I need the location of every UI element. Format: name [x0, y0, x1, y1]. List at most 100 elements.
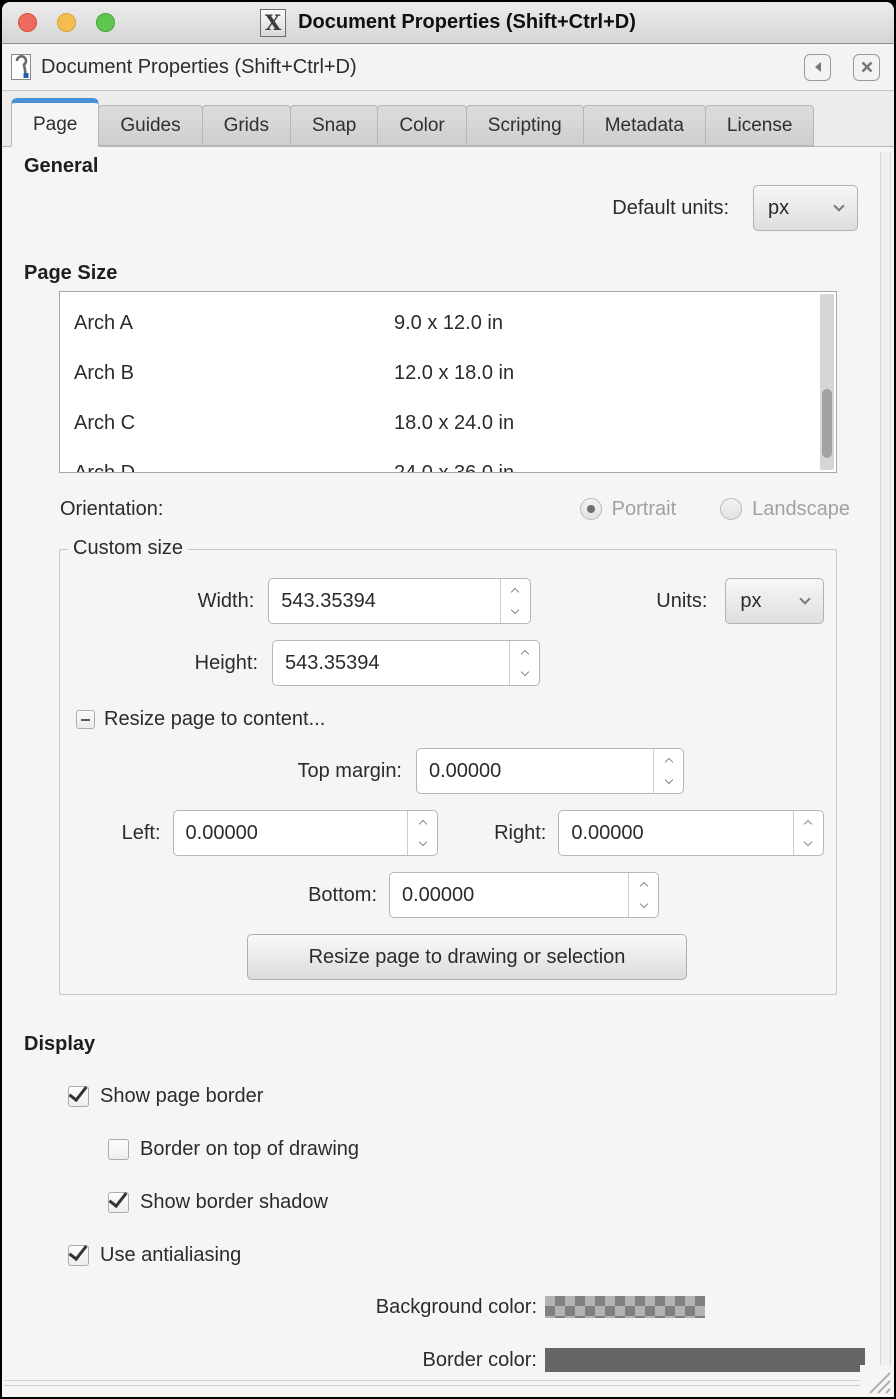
border-on-top-checkbox[interactable] — [108, 1138, 129, 1160]
portrait-label: Portrait — [611, 497, 677, 520]
tab-color[interactable]: Color — [377, 105, 467, 146]
dock-close-button[interactable] — [853, 53, 880, 81]
landscape-radio[interactable] — [720, 498, 743, 520]
right-margin-label: Right: — [494, 821, 547, 844]
width-spinner[interactable]: 543.35394 — [268, 578, 531, 624]
tab-metadata[interactable]: Metadata — [582, 105, 706, 146]
close-icon — [861, 61, 872, 73]
tab-bar: Page Guides Grids Snap Color Scripting M… — [2, 91, 894, 147]
tab-label: License — [726, 114, 793, 136]
use-antialiasing-option[interactable]: Use antialiasing — [68, 1242, 894, 1268]
landscape-option[interactable]: Landscape — [720, 498, 850, 521]
portrait-option[interactable]: Portrait — [579, 497, 677, 521]
spin-up-icon[interactable] — [654, 749, 683, 771]
units-label: Units: — [656, 589, 708, 612]
close-traffic-light-icon[interactable] — [18, 13, 37, 32]
units-dropdown[interactable]: px — [725, 578, 824, 624]
right-margin-value[interactable]: 0.00000 — [571, 821, 644, 844]
height-spinner[interactable]: 543.35394 — [272, 640, 540, 686]
spin-down-icon[interactable] — [629, 895, 658, 917]
units-value: px — [740, 589, 762, 612]
left-margin-value[interactable]: 0.00000 — [185, 821, 258, 844]
spin-up-icon[interactable] — [794, 811, 823, 833]
tab-guides[interactable]: Guides — [98, 105, 203, 146]
spin-down-icon[interactable] — [501, 601, 530, 623]
spin-buttons[interactable] — [628, 873, 658, 917]
tab-page[interactable]: Page — [11, 98, 100, 147]
list-item-arch-d[interactable]: Arch D 24.0 x 36.0 in — [60, 448, 836, 473]
landscape-label: Landscape — [752, 497, 850, 520]
background-color-label: Background color: — [375, 1295, 537, 1318]
width-value[interactable]: 543.35394 — [281, 589, 376, 612]
resize-to-content-expander[interactable]: Resize page to content... — [76, 706, 824, 732]
border-color-swatch[interactable] — [545, 1348, 865, 1372]
default-units-label: Default units: — [612, 196, 729, 219]
list-item-arch-a[interactable]: Arch A 9.0 x 12.0 in — [60, 298, 836, 348]
dock-float-button[interactable] — [804, 53, 831, 81]
spin-down-icon[interactable] — [510, 663, 539, 685]
show-border-shadow-checkbox[interactable] — [108, 1191, 129, 1213]
top-margin-value[interactable]: 0.00000 — [429, 759, 502, 782]
show-page-border-option[interactable]: Show page border — [68, 1083, 894, 1109]
tab-label: Color — [399, 114, 445, 136]
right-margin-spinner[interactable]: 0.00000 — [558, 810, 824, 856]
left-margin-label: Left: — [121, 821, 161, 844]
portrait-radio[interactable] — [579, 498, 602, 520]
list-item-arch-c[interactable]: Arch C 18.0 x 24.0 in — [60, 398, 836, 448]
checkbox-label: Use antialiasing — [100, 1243, 242, 1266]
bottom-margin-value[interactable]: 0.00000 — [402, 883, 475, 906]
zoom-traffic-light-icon[interactable] — [96, 13, 115, 32]
spin-buttons[interactable] — [792, 811, 823, 855]
dialog-scrollbar-trough[interactable] — [880, 152, 891, 1389]
traffic-lights — [18, 13, 115, 32]
spin-up-icon[interactable] — [501, 579, 530, 601]
resize-page-button[interactable]: Resize page to drawing or selection — [247, 934, 687, 980]
width-label: Width: — [197, 589, 255, 612]
checkbox-label: Border on top of drawing — [140, 1137, 360, 1160]
tab-label: Page — [33, 113, 78, 135]
show-page-border-checkbox[interactable] — [68, 1085, 89, 1107]
tab-snap[interactable]: Snap — [289, 105, 379, 146]
dialog-title: Document Properties (Shift+Ctrl+D) — [41, 55, 357, 78]
tab-scripting[interactable]: Scripting — [465, 105, 584, 146]
titlebar[interactable]: X Document Properties (Shift+Ctrl+D) — [2, 2, 894, 44]
size-dims: 12.0 x 18.0 in — [394, 361, 515, 384]
spin-buttons[interactable] — [407, 811, 437, 855]
bottom-margin-spinner[interactable]: 0.00000 — [389, 872, 659, 918]
spin-down-icon[interactable] — [408, 833, 437, 855]
border-on-top-option[interactable]: Border on top of drawing — [108, 1136, 894, 1162]
list-scrollbar-thumb[interactable] — [822, 389, 832, 458]
list-scrollbar[interactable] — [820, 294, 834, 470]
use-antialiasing-checkbox[interactable] — [68, 1244, 89, 1266]
size-dims: 18.0 x 24.0 in — [394, 411, 515, 434]
spin-down-icon[interactable] — [654, 771, 683, 793]
minimize-traffic-light-icon[interactable] — [57, 13, 76, 32]
top-margin-label: Top margin: — [297, 759, 403, 782]
tab-grids[interactable]: Grids — [201, 105, 291, 146]
height-value[interactable]: 543.35394 — [285, 651, 380, 674]
general-heading: General — [24, 155, 99, 177]
checkbox-label: Show border shadow — [140, 1190, 328, 1213]
tab-license[interactable]: License — [704, 105, 815, 146]
top-margin-spinner[interactable]: 0.00000 — [416, 748, 684, 794]
default-units-dropdown[interactable]: px — [753, 185, 858, 231]
background-color-swatch[interactable] — [545, 1296, 705, 1318]
divider — [4, 1380, 892, 1381]
spin-buttons[interactable] — [653, 749, 683, 793]
spin-down-icon[interactable] — [794, 833, 823, 855]
orientation-label: Orientation: — [60, 497, 164, 520]
spin-up-icon[interactable] — [629, 873, 658, 895]
spin-up-icon[interactable] — [510, 641, 539, 663]
list-item-arch-b[interactable]: Arch B 12.0 x 18.0 in — [60, 348, 836, 398]
show-border-shadow-option[interactable]: Show border shadow — [108, 1189, 894, 1215]
page-tab-content: General Default units: px Page Size Arch… — [2, 147, 894, 1374]
spin-buttons[interactable] — [509, 641, 539, 685]
checkbox-label: Show page border — [100, 1084, 264, 1107]
spin-buttons[interactable] — [499, 579, 530, 623]
expander-collapse-icon[interactable] — [76, 709, 95, 729]
left-margin-spinner[interactable]: 0.00000 — [172, 810, 439, 856]
spin-up-icon[interactable] — [408, 811, 437, 833]
resize-grip-icon[interactable] — [860, 1365, 892, 1395]
size-dims: 9.0 x 12.0 in — [394, 311, 503, 334]
